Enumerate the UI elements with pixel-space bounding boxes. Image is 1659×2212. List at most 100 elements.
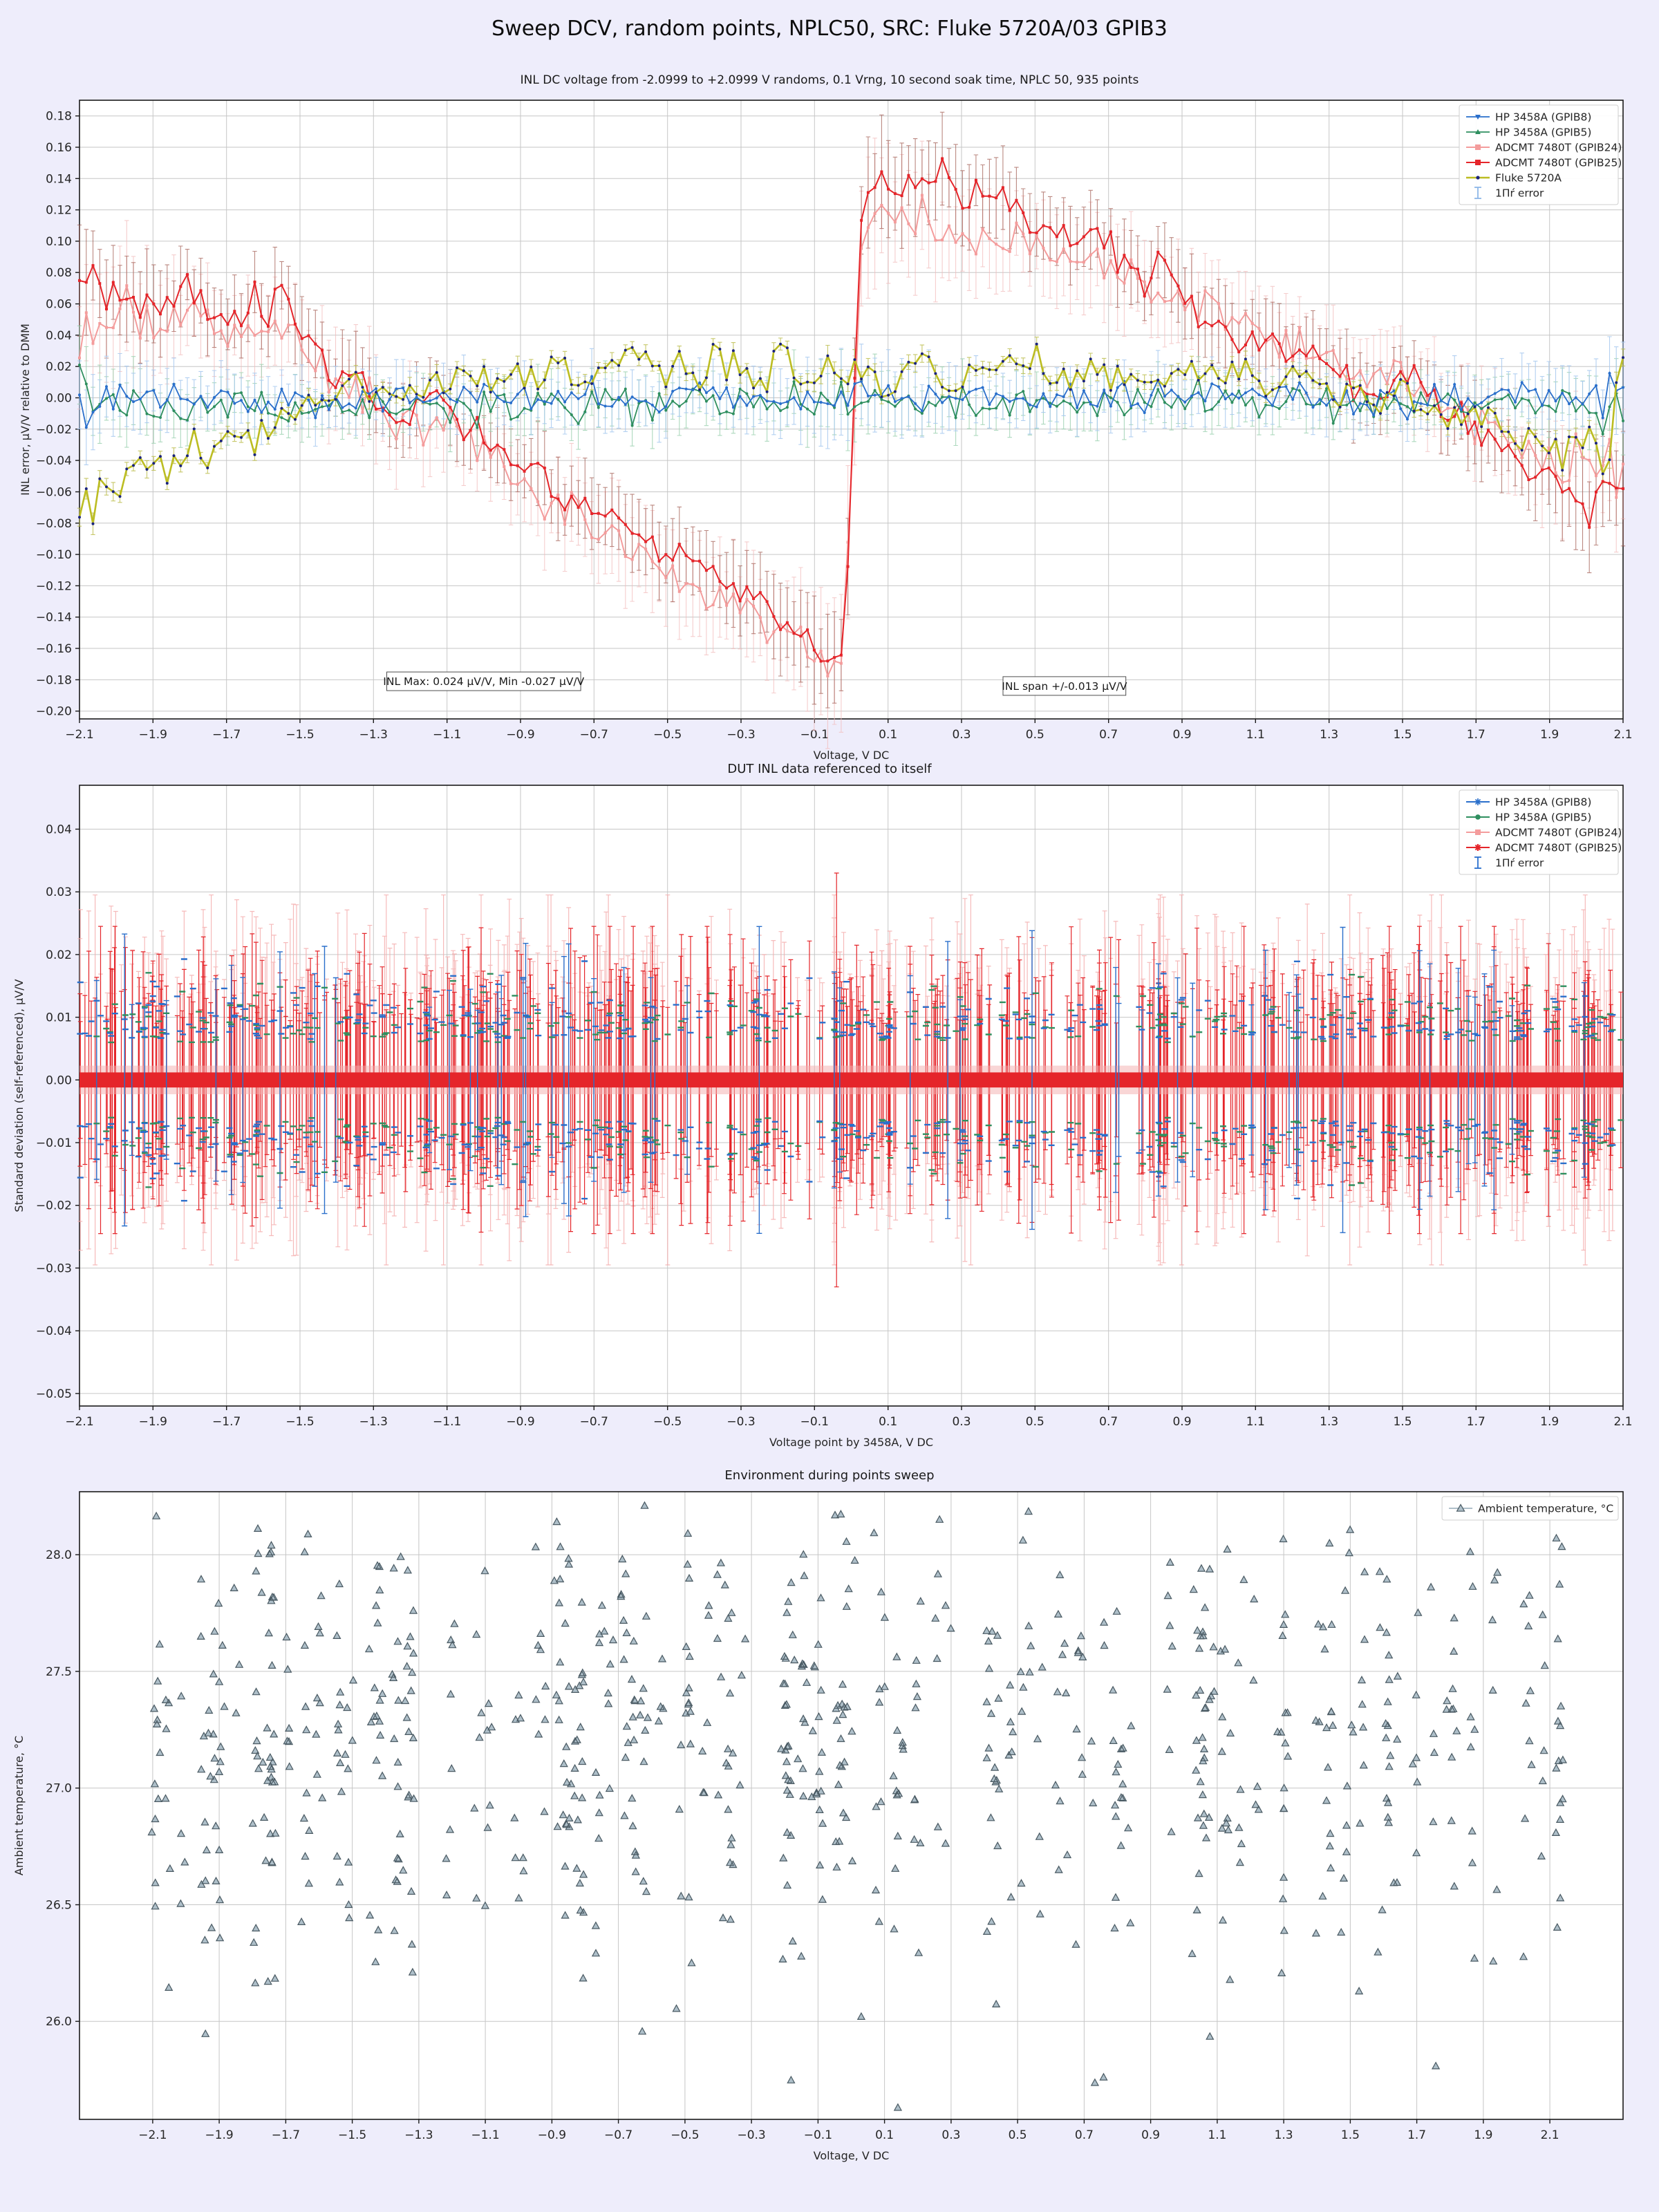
svg-text:−0.9: −0.9 (538, 2128, 566, 2142)
tick-marks (75, 1554, 1550, 2124)
svg-text:0.08: 0.08 (46, 266, 72, 280)
svg-text:−1.7: −1.7 (212, 1415, 241, 1429)
svg-text:0.9: 0.9 (1172, 1415, 1191, 1429)
legend-label: ADCMT 7480T (GPIB24) (1495, 827, 1622, 839)
svg-text:0.00: 0.00 (46, 392, 72, 406)
svg-text:−0.14: −0.14 (36, 611, 72, 625)
svg-text:26.5: 26.5 (46, 1899, 72, 1913)
svg-text:0.7: 0.7 (1075, 2128, 1094, 2142)
svg-text:1.5: 1.5 (1341, 2128, 1360, 2142)
svg-text:1.3: 1.3 (1275, 2128, 1293, 2142)
svg-text:−0.05: −0.05 (36, 1387, 72, 1401)
x-axis-label: Voltage, V DC (814, 749, 890, 762)
svg-text:−0.3: −0.3 (727, 1415, 755, 1429)
svg-text:0.16: 0.16 (46, 141, 72, 155)
series-line-Fluke 5720A (78, 342, 1624, 524)
svg-text:0.3: 0.3 (941, 2128, 960, 2142)
svg-text:1.1: 1.1 (1208, 2128, 1226, 2142)
svg-text:−1.1: −1.1 (433, 728, 461, 742)
tick-labels: −2.1 −1.9 −1.7 −1.5 −1.3 −1.1 −0.9 −0.7 −0.5 −0.3… (36, 823, 1633, 1430)
svg-text:−1.7: −1.7 (212, 728, 241, 742)
legend-label: Fluke 5720A (1495, 172, 1562, 185)
svg-text:−0.5: −0.5 (653, 728, 682, 742)
svg-text:0.5: 0.5 (1026, 728, 1044, 742)
svg-text:0.5: 0.5 (1009, 2128, 1027, 2142)
legend: HP 3458A (GPIB8) HP 3458A (GPIB5) ADCMT 74… (1459, 104, 1622, 205)
y-axis-label: Ambient temperature, °C (12, 1736, 26, 1875)
legend-label: HP 3458A (GPIB8) (1495, 796, 1591, 809)
y-axis-label: INL error, µV/V relative to DMM (19, 324, 32, 496)
x-axis-label: Voltage point by 3458A, V DC (769, 1436, 933, 1449)
svg-text:−0.02: −0.02 (36, 423, 72, 437)
svg-text:−0.18: −0.18 (36, 673, 72, 687)
svg-text:−0.20: −0.20 (36, 705, 72, 719)
svg-text:0.7: 0.7 (1099, 1415, 1118, 1429)
svg-text:−0.9: −0.9 (506, 1415, 534, 1429)
svg-text:1.5: 1.5 (1393, 1415, 1412, 1429)
inl-chart-canvas: −2.1 −1.9 −1.7 −1.5 −1.3 −1.1 −0.9 −0.7 −0.5 −0.3… (19, 100, 1633, 762)
svg-text:0.06: 0.06 (46, 298, 72, 312)
svg-text:1.7: 1.7 (1407, 2128, 1426, 2142)
tick-labels: −2.1 −1.9 −1.7 −1.5 −1.3 −1.1 −0.9 −0.7 −0.5 −0.3… (36, 110, 1633, 742)
svg-text:1.1: 1.1 (1246, 1415, 1265, 1429)
chart3-title: Environment during points sweep (724, 1468, 935, 1483)
svg-text:1.9: 1.9 (1540, 1415, 1559, 1429)
svg-text:−0.7: −0.7 (580, 1415, 608, 1429)
svg-text:1.7: 1.7 (1467, 728, 1485, 742)
svg-text:1.3: 1.3 (1320, 728, 1338, 742)
svg-text:0.10: 0.10 (46, 235, 72, 249)
svg-text:−1.9: −1.9 (139, 1415, 167, 1429)
gridlines (79, 1492, 1623, 2119)
svg-text:0.9: 0.9 (1172, 728, 1191, 742)
temperature-scatter (147, 1501, 1568, 2111)
svg-text:1.1: 1.1 (1246, 728, 1265, 742)
svg-text:−0.1: −0.1 (800, 728, 829, 742)
annotation-box: INL Max: 0.024 µV/V, Min -0.027 µV/V (383, 671, 585, 691)
svg-text:−0.06: −0.06 (36, 486, 72, 500)
svg-text:−1.7: −1.7 (272, 2128, 300, 2142)
figure-subtitle: INL DC voltage from -2.0999 to +2.0999 V… (520, 73, 1139, 87)
svg-text:−0.9: −0.9 (506, 728, 534, 742)
svg-text:−0.02: −0.02 (36, 1199, 72, 1213)
svg-text:−0.5: −0.5 (671, 2128, 699, 2142)
plot-frame (79, 785, 1624, 1407)
svg-text:−1.9: −1.9 (139, 728, 167, 742)
svg-text:0.9: 0.9 (1141, 2128, 1160, 2142)
zero-band-red (79, 1072, 1623, 1088)
svg-text:−0.1: −0.1 (804, 2128, 832, 2142)
svg-text:0.12: 0.12 (46, 204, 72, 218)
svg-text:−0.3: −0.3 (737, 2128, 765, 2142)
svg-text:0.04: 0.04 (46, 823, 72, 837)
svg-text:−1.1: −1.1 (471, 2128, 499, 2142)
svg-text:−0.12: −0.12 (36, 579, 72, 593)
legend-label: 1Πŕ error (1495, 187, 1544, 200)
figure-title: Sweep DCV, random points, NPLC50, SRC: F… (491, 17, 1168, 41)
svg-text:0.3: 0.3 (952, 1415, 971, 1429)
plot-frame (79, 1491, 1624, 2120)
blue-error-bars (93, 926, 1587, 1234)
blue-markers (77, 958, 1616, 1202)
svg-text:−0.10: −0.10 (36, 548, 72, 562)
y-axis-label: Standard deviation (self-referenced), µV… (12, 979, 26, 1212)
svg-text:−1.3: −1.3 (404, 2128, 433, 2142)
legend-label: 1Πŕ error (1495, 857, 1544, 870)
svg-text:−0.7: −0.7 (580, 728, 608, 742)
svg-text:28.0: 28.0 (46, 1548, 72, 1562)
axes: −2.1 −1.9 −1.7 −1.5 −1.3 −1.1 −0.9 −0.7 −0.5 −0.3… (19, 100, 1633, 762)
environment-chart-canvas: −2.1 −1.9 −1.7 −1.5 −1.3 −1.1 −0.9 −0.7 −0.5 −0.3… (12, 1491, 1624, 2162)
svg-text:−1.3: −1.3 (359, 728, 388, 742)
svg-text:−0.08: −0.08 (36, 517, 72, 531)
legend-label: ADCMT 7480T (GPIB25) (1495, 842, 1622, 854)
svg-text:0.01: 0.01 (46, 1011, 72, 1025)
annotation-box: INL span +/-0.013 µV/V (1002, 676, 1127, 696)
svg-text:−0.1: −0.1 (800, 1415, 829, 1429)
svg-text:0.7: 0.7 (1099, 728, 1118, 742)
svg-text:0.3: 0.3 (952, 728, 971, 742)
svg-text:−1.5: −1.5 (338, 2128, 366, 2142)
legend-label: Ambient temperature, °C (1478, 1503, 1613, 1515)
svg-text:INL Max: 0.024 µV/V, Min -0.02: INL Max: 0.024 µV/V, Min -0.027 µV/V (383, 675, 584, 688)
svg-text:−1.3: −1.3 (359, 1415, 388, 1429)
legend-label: HP 3458A (GPIB5) (1495, 812, 1591, 824)
svg-text:0.04: 0.04 (46, 329, 72, 343)
